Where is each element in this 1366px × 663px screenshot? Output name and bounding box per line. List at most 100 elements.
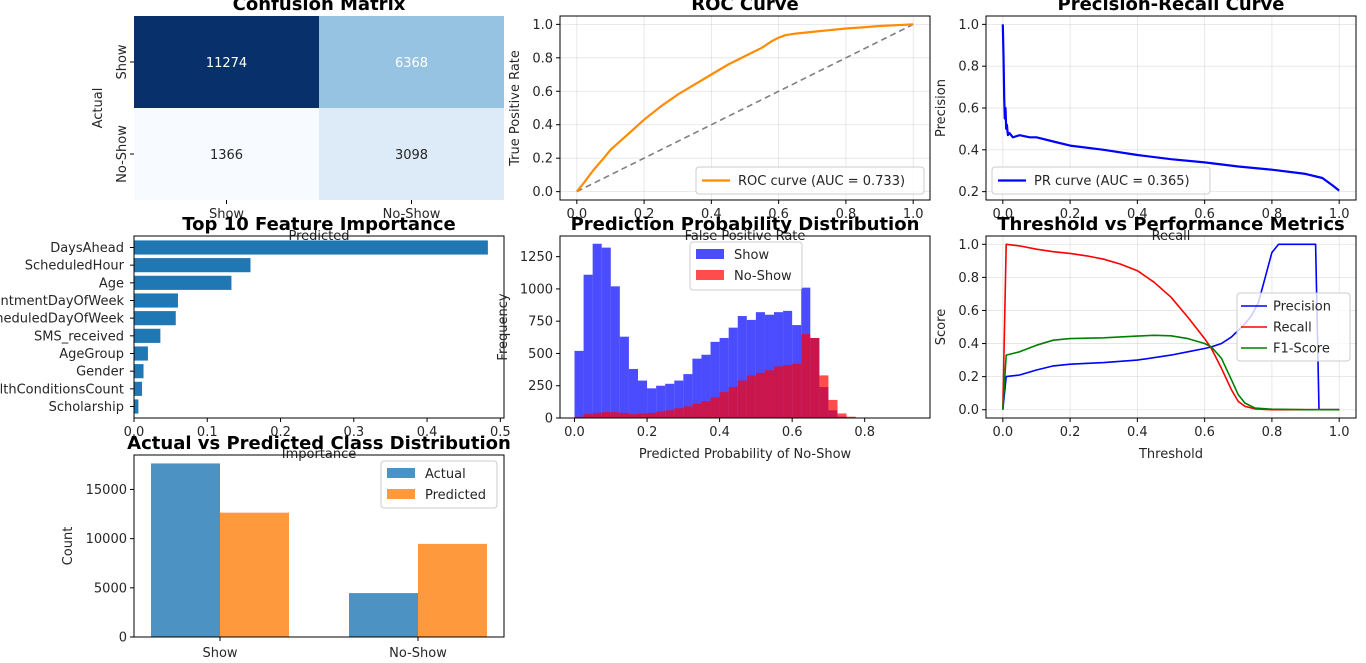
x-tick-label: 0.8	[854, 425, 875, 440]
y-tick-label: 1250	[520, 250, 553, 265]
y-tick-label: No-Show	[115, 125, 130, 183]
y-tick-label: 0.2	[958, 370, 979, 385]
legend-label: Precision	[1273, 300, 1331, 315]
histogram-bar-no-show	[692, 403, 702, 418]
metric-line-f1-score	[1002, 334, 1340, 411]
importance-bar	[134, 381, 143, 396]
x-tick-label: 0.0	[564, 425, 585, 440]
bar-actual	[151, 463, 220, 637]
x-tick-label: 0.0	[992, 425, 1013, 440]
y-tick-label: 15000	[86, 483, 127, 498]
x-tick-label: 0.6	[1194, 207, 1215, 222]
legend-swatch	[387, 468, 415, 478]
y-tick-label: 1.0	[958, 238, 979, 253]
y-tick-label: 500	[528, 347, 553, 362]
feature-label: ScheduledDayOfWeek	[0, 312, 124, 327]
histogram-bar-no-show	[610, 412, 620, 418]
y-tick-label: 0.8	[532, 51, 553, 66]
histogram-bar-show	[647, 388, 657, 418]
histogram-bar-no-show	[828, 399, 838, 418]
histogram-bar-show	[746, 319, 756, 418]
histogram-bar-no-show	[846, 416, 856, 418]
y-tick-label: 0.6	[958, 102, 979, 117]
legend-label: No-Show	[734, 269, 792, 284]
y-axis-label: Score	[934, 309, 949, 345]
x-tick-label: 0.2	[270, 425, 291, 440]
histogram-bar-no-show	[647, 412, 657, 418]
feature-label: ScheduledHour	[25, 259, 125, 274]
y-tick-label: Show	[115, 44, 130, 79]
histogram-bar-no-show	[592, 412, 602, 418]
histogram-bar-show	[583, 274, 593, 418]
chart-title: Threshold vs Performance Metrics	[997, 214, 1344, 235]
histogram-bar-no-show	[810, 337, 820, 418]
y-axis-label: Actual	[91, 88, 106, 129]
x-tick-label: 0.2	[637, 425, 658, 440]
feature-label: DaysAhead	[50, 241, 124, 256]
x-tick-label: 0.6	[782, 425, 803, 440]
y-axis-label: Precision	[934, 79, 949, 137]
roc-curve-line	[575, 23, 914, 193]
histogram-bar-show	[737, 316, 747, 418]
histogram-bar-no-show	[665, 410, 675, 418]
histogram-bar-show	[701, 354, 711, 418]
y-tick-label: 250	[528, 379, 553, 394]
histogram-bar-no-show	[792, 363, 802, 418]
x-tick-label: 0.8	[1262, 425, 1283, 440]
pr-curve-line	[1001, 24, 1340, 192]
legend-swatch	[387, 489, 415, 499]
x-tick-label: 0.6	[768, 207, 789, 222]
axes-frame-6	[133, 454, 505, 638]
importance-bar	[134, 240, 488, 255]
y-tick-label: 0.8	[958, 60, 979, 75]
x-tick-label: 0.2	[1060, 207, 1081, 222]
heatmap-cell	[319, 108, 504, 200]
x-tick-label: 0.1	[197, 425, 218, 440]
legend-label: Show	[734, 248, 769, 263]
y-tick-label: 0.8	[958, 271, 979, 286]
x-tick-label: 0.0	[992, 207, 1013, 222]
chart-title: Actual vs Predicted Class Distribution	[127, 433, 511, 454]
y-tick-label: 1.0	[958, 18, 979, 33]
importance-bar	[134, 258, 251, 273]
x-tick-label: Show	[209, 207, 244, 222]
x-tick-label: 0.4	[1127, 207, 1148, 222]
x-tick-label: 0.8	[836, 207, 857, 222]
y-tick-label: 750	[528, 315, 553, 330]
legend-swatch	[696, 270, 724, 280]
x-axis-label: Predicted Probability of No-Show	[639, 447, 852, 462]
legend-label: Actual	[425, 467, 466, 482]
histogram-bar-show	[601, 247, 611, 418]
y-tick-label: 0	[545, 412, 553, 427]
legend-label: Predicted	[425, 488, 486, 503]
chart-title: Precision-Recall Curve	[1058, 0, 1285, 15]
chart-title: Top 10 Feature Importance	[182, 214, 455, 235]
legend-label: ROC curve (AUC = 0.733)	[738, 174, 905, 189]
legend	[1236, 292, 1351, 362]
histogram-bar-show	[619, 336, 629, 418]
y-axis-label: Count	[61, 527, 76, 566]
axes-frame-1	[559, 15, 931, 201]
histogram-bar-no-show	[683, 406, 693, 418]
x-tick-label: 0.3	[343, 425, 364, 440]
y-axis-label: True Positive Rate	[508, 50, 523, 167]
diagonal-reference-line	[576, 23, 914, 193]
y-axis-label: Frequency	[496, 293, 511, 360]
y-tick-label: 1000	[520, 282, 553, 297]
histogram-bar-no-show	[774, 366, 784, 418]
x-tick-label: No-Show	[383, 207, 441, 222]
bar-predicted	[418, 543, 487, 637]
legend	[695, 166, 925, 195]
histogram-bar-show	[764, 314, 775, 418]
heatmap-cell	[134, 108, 319, 200]
histogram-bar-no-show	[764, 370, 775, 418]
histogram-bar-show	[783, 310, 793, 418]
importance-bar	[134, 328, 161, 343]
chart-title: Confusion Matrix	[233, 0, 406, 15]
legend-swatch	[696, 249, 724, 259]
x-tick-label: 0.4	[701, 207, 722, 222]
y-tick-label: 1.0	[532, 18, 553, 33]
histogram-bar-show	[628, 368, 638, 418]
histogram-bar-no-show	[574, 416, 584, 418]
x-tick-label: 0.4	[1127, 425, 1148, 440]
